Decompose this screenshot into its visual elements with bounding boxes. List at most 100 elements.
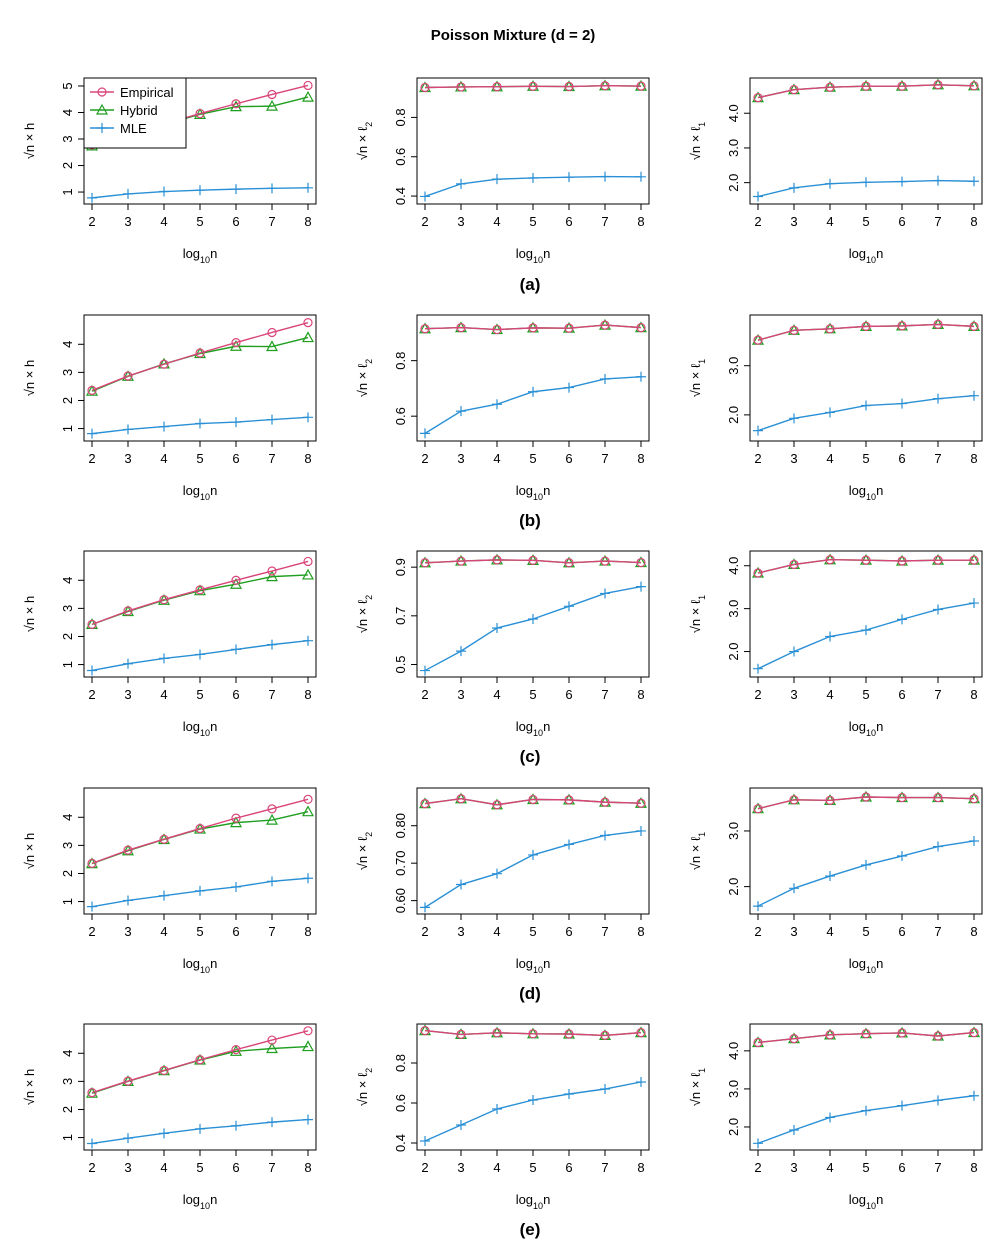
series-line-empirical [424,85,642,89]
point-empirical [600,1030,610,1041]
x-tick-label: 4 [160,214,167,229]
point-mle [456,178,466,189]
series-mle [87,873,313,912]
x-tick-label: 5 [196,687,203,702]
point-empirical [420,1025,430,1036]
x-axis-label: log10n [183,483,218,502]
point-mle [492,622,502,633]
x-tick-label: 8 [970,1160,977,1175]
x-tick-label: 6 [565,687,572,702]
x-tick-label: 8 [637,451,644,466]
point-mle [159,186,169,197]
point-mle [969,390,979,401]
x-tick-label: 2 [421,214,428,229]
point-empirical [420,558,430,568]
y-tick-label: 2 [60,633,75,640]
x-tick-label: 6 [232,214,239,229]
point-empirical [969,794,979,804]
x-tick-label: 3 [457,1160,464,1175]
point-mle [933,841,943,852]
point-empirical [528,323,538,333]
x-tick-label: 5 [529,214,536,229]
point-empirical [636,557,646,568]
point-mle [861,177,871,188]
point-empirical [456,323,466,333]
x-tick-label: 2 [754,924,761,939]
y-tick-label: 2 [60,162,75,169]
point-empirical [600,320,610,330]
panels: 2 3 4 5 6 7 8 1 2 3 4 5 log10n √n × h Empirical Hybrid M… [22,77,983,1239]
point-empirical [564,81,574,92]
point-empirical [753,93,763,103]
chart-panel-e-3: 2 3 4 5 6 7 8 2.0 3.0 4.0 log10n √n × ℓ1 [688,1023,983,1211]
series-hybrid [85,805,315,869]
series-mle [753,390,979,436]
series-hybrid [85,331,315,396]
series-mle [420,171,646,202]
series-empirical [87,794,313,868]
chart-panel-b-3: 2 3 4 5 6 7 8 2.0 3.0 log10n √n × ℓ1 [688,314,983,502]
point-mle [897,1100,907,1111]
x-axis-label: log10n [516,1192,551,1211]
x-tick-label: 5 [196,1160,203,1175]
point-empirical [861,792,871,802]
series-mle [753,175,979,202]
point-empirical [636,81,646,91]
point-mle [420,902,430,913]
point-mle [753,191,763,202]
series-empirical [420,320,646,335]
legend: Empirical Hybrid MLE [83,77,187,149]
point-empirical [303,794,313,804]
point-mle [267,639,277,650]
point-empirical [969,1027,979,1038]
point-mle [969,176,979,187]
x-tick-label: 5 [862,687,869,702]
point-mle [492,1104,502,1114]
point-mle [303,873,313,884]
x-tick-label: 2 [754,1160,761,1175]
point-mle [267,1117,277,1128]
point-empirical [303,1026,313,1036]
x-tick-label: 8 [304,1160,311,1175]
x-tick-label: 8 [304,687,311,702]
y-tick-label: 0.4 [393,1134,408,1152]
x-tick-label: 8 [304,451,311,466]
point-empirical [87,1088,97,1098]
point-hybrid [265,570,279,582]
x-tick-label: 3 [457,214,464,229]
point-mle [195,418,205,429]
chart-panel-c-3: 2 3 4 5 6 7 8 2.0 3.0 4.0 log10n √n × ℓ1 [688,550,983,738]
series-empirical [420,1025,646,1041]
point-mle [123,658,133,669]
point-empirical [123,845,133,855]
legend-label-hybrid: Hybrid [120,103,158,118]
x-tick-label: 5 [862,924,869,939]
point-empirical [861,81,871,91]
y-axis-label: √n × ℓ2 [355,832,374,870]
x-axis-label: log10n [849,246,884,265]
point-mle [267,876,277,887]
y-tick-label: 1 [60,188,75,195]
series-mle [420,1077,646,1146]
y-axis-label: √n × ℓ2 [355,359,374,397]
point-mle [861,859,871,870]
series-line-empirical [757,796,975,810]
series-line-empirical [91,1030,309,1094]
y-axis-label: √n × ℓ2 [355,122,374,160]
point-mle [123,1133,133,1144]
y-tick-label: 2 [60,1106,75,1113]
point-empirical [159,1065,169,1076]
x-tick-label: 6 [232,451,239,466]
point-mle [825,178,835,189]
y-tick-label: 3.0 [726,600,741,618]
point-mle [600,373,610,384]
point-empirical [267,566,277,576]
point-mle [231,644,241,655]
point-empirical [600,556,610,566]
x-tick-label: 5 [862,1160,869,1175]
x-axis-label: log10n [183,956,218,975]
x-tick-label: 8 [637,687,644,702]
point-mle [753,425,763,436]
series-line-hybrid [91,336,309,392]
point-mle [456,646,466,657]
